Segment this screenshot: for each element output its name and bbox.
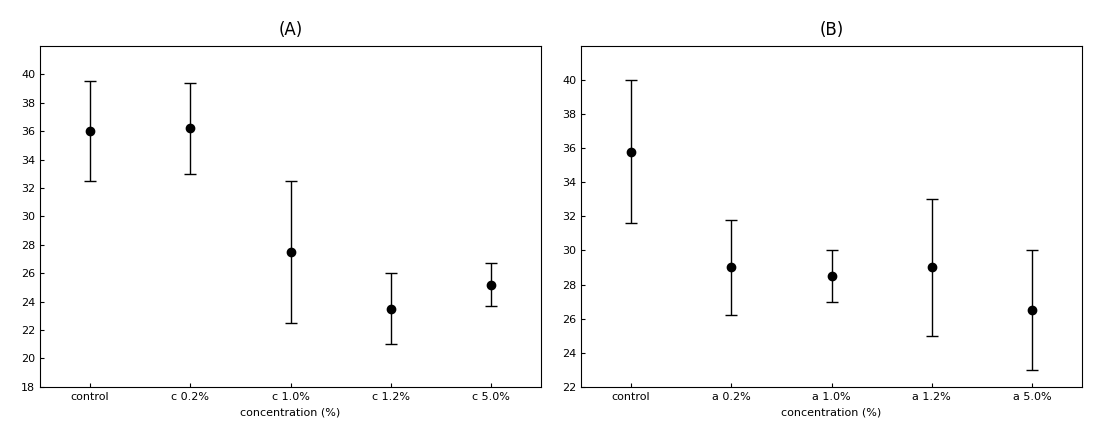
- Title: (B): (B): [820, 21, 844, 39]
- Title: (A): (A): [278, 21, 302, 39]
- X-axis label: concentration (%): concentration (%): [781, 407, 881, 417]
- X-axis label: concentration (%): concentration (%): [240, 407, 341, 417]
